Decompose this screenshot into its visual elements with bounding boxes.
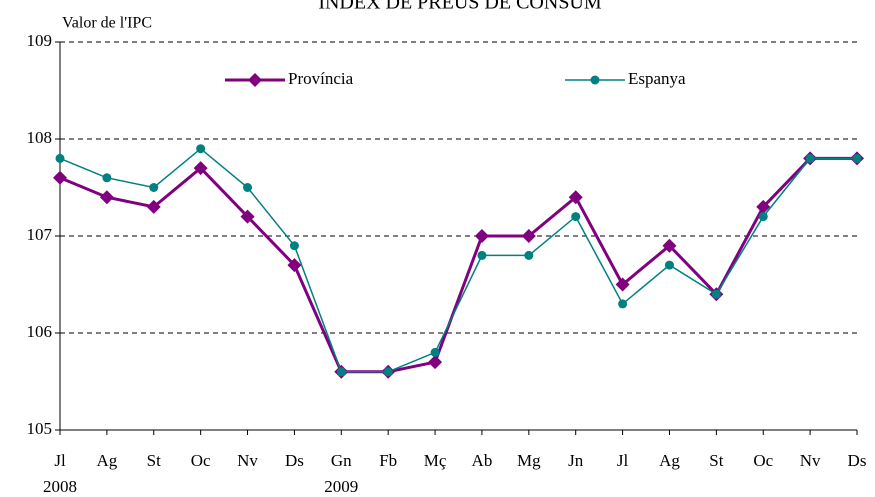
marker xyxy=(99,190,114,205)
marker xyxy=(289,241,299,251)
marker xyxy=(571,212,581,222)
x-tick-label: Oc xyxy=(191,451,211,470)
x-tick-label: Ds xyxy=(285,451,304,470)
marker xyxy=(336,367,346,377)
y-tick-label: 108 xyxy=(27,128,53,147)
marker xyxy=(568,190,583,205)
x-tick-label: Jn xyxy=(568,451,584,470)
x-tick-label: Nv xyxy=(237,451,258,470)
year-label: 2008 xyxy=(43,477,77,496)
x-tick-label: Ds xyxy=(848,451,867,470)
marker xyxy=(248,73,262,87)
chart-title: ÍNDEX DE PREUS DE CONSUM xyxy=(318,0,602,14)
marker xyxy=(521,229,536,243)
marker xyxy=(474,229,489,243)
y-tick-label: 105 xyxy=(27,419,53,438)
legend-label: Espanya xyxy=(628,69,686,88)
marker xyxy=(430,347,440,357)
x-tick-label: Nv xyxy=(800,451,821,470)
marker xyxy=(383,367,393,377)
x-tick-label: Mç xyxy=(424,451,447,470)
marker xyxy=(240,209,255,224)
marker xyxy=(428,355,443,370)
marker xyxy=(53,170,67,185)
marker xyxy=(615,277,630,292)
y-tick-label: 109 xyxy=(27,31,53,50)
marker xyxy=(243,183,253,192)
marker xyxy=(193,161,208,176)
marker xyxy=(477,250,487,260)
marker xyxy=(524,250,534,260)
x-tick-label: Oc xyxy=(753,451,773,470)
x-tick-label: Mg xyxy=(517,451,541,470)
x-tick-label: Ag xyxy=(96,451,117,470)
marker xyxy=(287,258,302,273)
x-tick-label: St xyxy=(147,451,161,470)
year-label: 2009 xyxy=(324,477,358,496)
marker xyxy=(756,199,771,214)
marker xyxy=(664,260,674,270)
marker xyxy=(149,183,159,192)
y-tick-label: 107 xyxy=(27,225,53,244)
series-line xyxy=(59,156,857,374)
marker xyxy=(102,173,112,183)
x-tick-label: Jl xyxy=(617,451,629,470)
marker xyxy=(590,75,600,85)
y-tick-label: 106 xyxy=(27,322,53,341)
marker xyxy=(711,289,721,299)
x-tick-label: Fb xyxy=(379,451,397,470)
marker xyxy=(758,212,768,222)
series-line xyxy=(59,147,857,373)
marker xyxy=(146,199,161,214)
x-tick-label: Jl xyxy=(54,451,66,470)
marker xyxy=(55,153,65,163)
marker xyxy=(805,153,815,163)
x-tick-label: Gn xyxy=(331,451,352,470)
marker xyxy=(852,153,862,163)
marker xyxy=(662,238,677,253)
legend-label: Província xyxy=(288,69,354,88)
marker xyxy=(618,299,628,309)
x-tick-label: Ag xyxy=(659,451,680,470)
x-tick-label: St xyxy=(709,451,723,470)
x-tick-label: Ab xyxy=(472,451,493,470)
y-axis-label: Valor de l'IPC xyxy=(62,15,152,32)
marker xyxy=(196,144,206,154)
